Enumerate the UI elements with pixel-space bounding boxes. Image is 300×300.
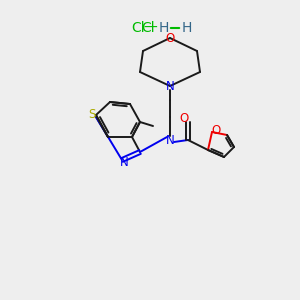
Text: S: S [88, 109, 96, 122]
Text: Cl: Cl [141, 21, 155, 35]
Text: H: H [182, 21, 192, 35]
Text: Cl: Cl [131, 21, 145, 35]
Text: N: N [166, 80, 174, 92]
Text: H: H [159, 21, 169, 35]
Text: O: O [179, 112, 189, 124]
Text: O: O [165, 32, 175, 44]
Text: O: O [212, 124, 220, 136]
Text: —: — [143, 21, 157, 35]
Text: N: N [120, 155, 128, 169]
Text: N: N [166, 134, 174, 146]
